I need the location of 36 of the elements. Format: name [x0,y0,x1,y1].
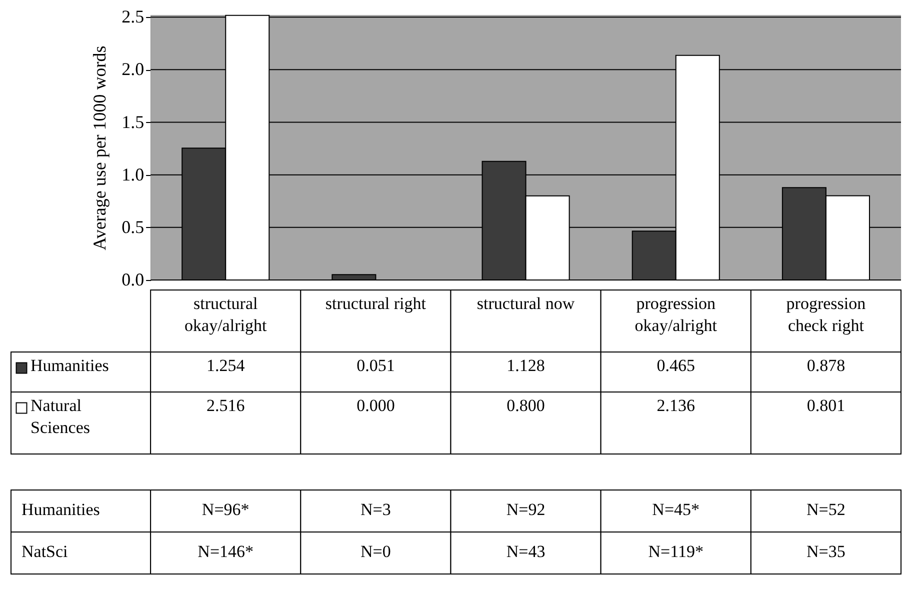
data-label: 2.516 [206,396,245,415]
y-tick-label: 1.5 [122,112,144,132]
text: N=35 [806,542,846,561]
text: N=45* [652,500,700,519]
data-label: 0.051 [356,356,395,375]
data-label: 0.801 [806,396,846,415]
data-label: 1.254 [206,356,246,375]
text: NatSci [22,542,68,561]
text: N=146* [198,542,254,561]
y-axis-title: Average use per 1000 words [90,46,110,250]
data-label: 2.136 [656,396,695,415]
y-tick-label: 0.5 [122,216,144,237]
text: N=52 [806,500,846,519]
text: N=3 [360,500,391,519]
y-tick-label: 0.0 [122,270,144,290]
y-tick-label: 2.0 [122,59,144,80]
text: N=92 [506,500,546,519]
data-label: 1.128 [506,356,545,375]
text: Humanities [22,500,100,519]
x-tick-label: progression okay/alright [634,294,718,335]
legend-label: Humanities [30,356,109,375]
text: N=119* [648,542,704,561]
x-tick-label: structural okay/alright [184,294,267,335]
legend-label: Natural Sciences [30,396,90,437]
text: N=0 [360,542,391,561]
y-tick-label: 1.0 [122,164,144,184]
text: N=43 [506,542,546,561]
data-label: 0.465 [656,356,695,375]
x-tick-label: structural right [325,294,426,313]
data-label: 0.000 [356,396,395,415]
x-tick-label: progression check right [786,294,866,335]
data-label: 0.878 [806,356,846,375]
text: N=96* [202,500,250,519]
y-tick-label: 2.5 [122,6,144,27]
data-label: 0.800 [506,396,545,415]
x-tick-label: structural now [476,294,576,313]
